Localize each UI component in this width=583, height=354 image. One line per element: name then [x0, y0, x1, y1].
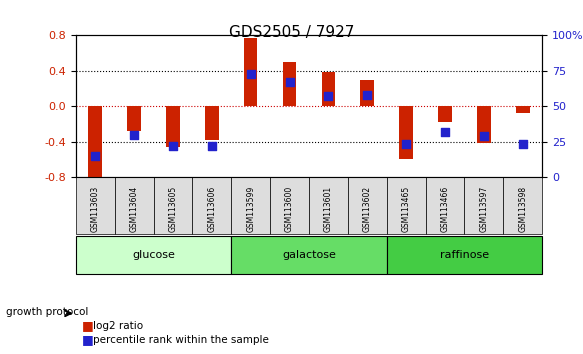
Text: raffinose: raffinose [440, 250, 489, 260]
FancyBboxPatch shape [387, 236, 542, 274]
Point [207, 143, 216, 149]
Text: GSM113597: GSM113597 [479, 185, 489, 232]
FancyBboxPatch shape [387, 177, 426, 234]
FancyBboxPatch shape [348, 177, 387, 234]
Bar [438, 106, 452, 122]
FancyBboxPatch shape [76, 236, 231, 274]
Text: percentile rank within the sample: percentile rank within the sample [93, 335, 269, 345]
FancyBboxPatch shape [231, 236, 387, 274]
Text: GSM113600: GSM113600 [285, 185, 294, 232]
Text: GSM113466: GSM113466 [441, 185, 449, 232]
Text: GDS2505 / 7927: GDS2505 / 7927 [229, 25, 354, 40]
Text: GSM113599: GSM113599 [246, 185, 255, 232]
Text: GSM113601: GSM113601 [324, 185, 333, 232]
Bar [205, 106, 219, 140]
Point [129, 132, 139, 137]
FancyBboxPatch shape [153, 177, 192, 234]
Text: ■: ■ [82, 319, 93, 332]
Bar [360, 80, 374, 106]
Text: GSM113598: GSM113598 [518, 185, 527, 232]
Point [402, 142, 411, 147]
FancyBboxPatch shape [115, 177, 153, 234]
Text: GSM113606: GSM113606 [208, 185, 216, 232]
Text: ■: ■ [82, 333, 93, 346]
FancyBboxPatch shape [270, 177, 309, 234]
Point [324, 93, 333, 99]
Bar [127, 106, 141, 131]
Point [90, 153, 100, 159]
Text: GSM113604: GSM113604 [129, 185, 139, 232]
Text: GSM113605: GSM113605 [168, 185, 177, 232]
Point [440, 129, 449, 135]
FancyBboxPatch shape [465, 177, 503, 234]
Point [285, 79, 294, 85]
FancyBboxPatch shape [503, 177, 542, 234]
Point [168, 143, 178, 149]
Text: GSM113602: GSM113602 [363, 185, 372, 232]
FancyBboxPatch shape [192, 177, 231, 234]
Bar [166, 106, 180, 147]
Bar [516, 106, 529, 113]
Point [246, 71, 255, 76]
FancyBboxPatch shape [426, 177, 465, 234]
FancyBboxPatch shape [231, 177, 270, 234]
Bar [244, 38, 258, 106]
Text: galactose: galactose [282, 250, 336, 260]
Text: glucose: glucose [132, 250, 175, 260]
Text: log2 ratio: log2 ratio [93, 321, 143, 331]
FancyBboxPatch shape [309, 177, 348, 234]
Bar [477, 106, 491, 143]
Point [518, 142, 528, 147]
Bar [283, 62, 296, 106]
Text: GSM113465: GSM113465 [402, 185, 410, 232]
Text: GSM113603: GSM113603 [91, 185, 100, 232]
Bar [399, 106, 413, 159]
Point [363, 92, 372, 98]
Text: growth protocol: growth protocol [6, 307, 88, 316]
FancyBboxPatch shape [76, 177, 115, 234]
Point [479, 133, 489, 139]
Bar [89, 106, 102, 179]
Bar [322, 72, 335, 106]
